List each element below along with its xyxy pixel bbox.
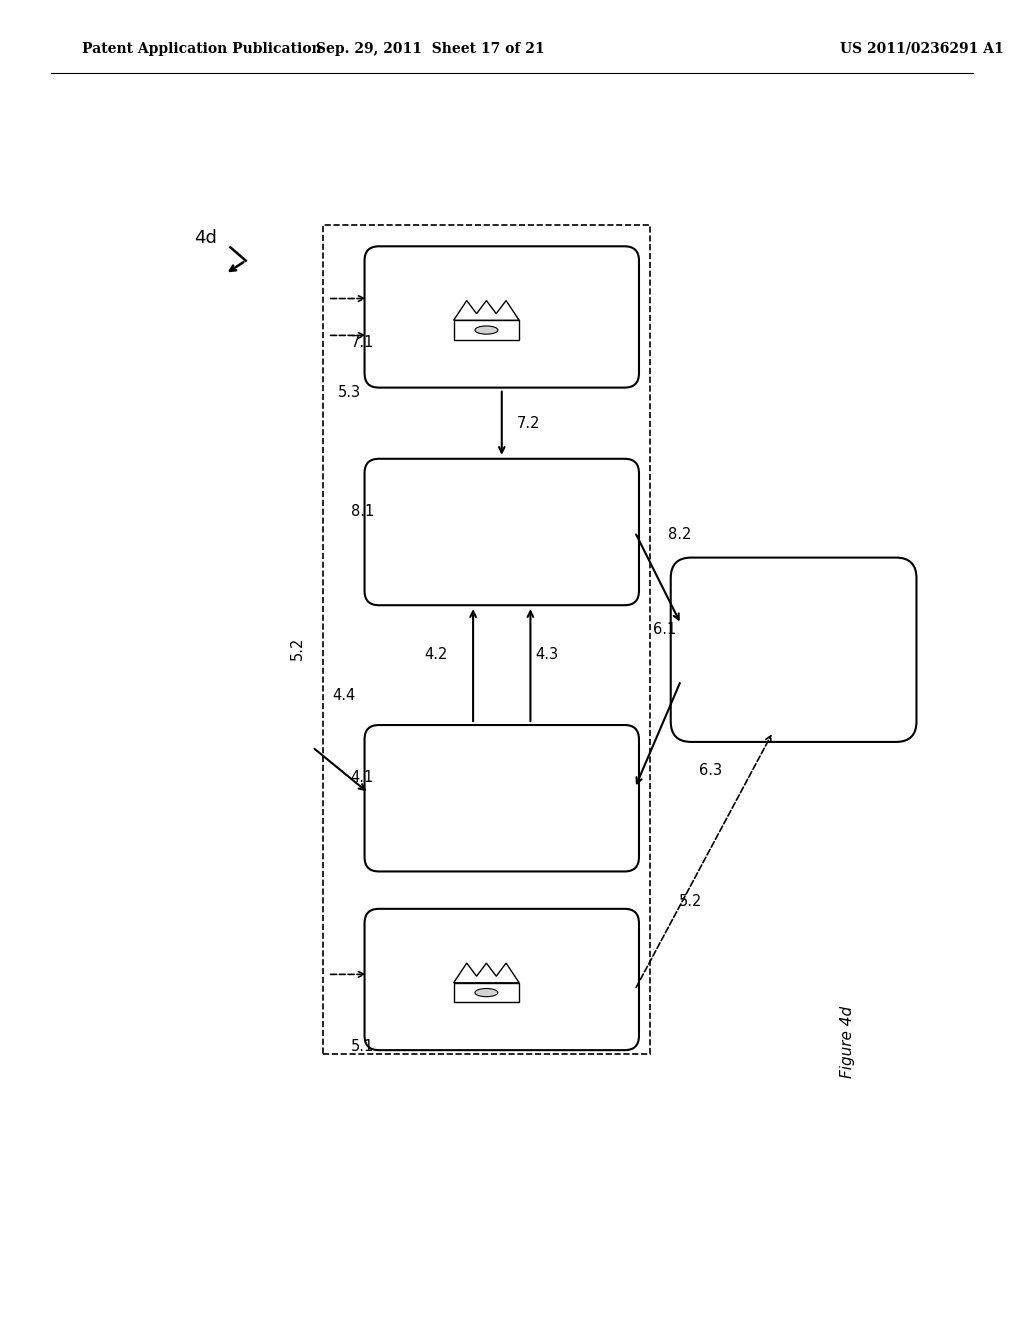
Ellipse shape bbox=[475, 989, 498, 997]
Text: 4.2: 4.2 bbox=[424, 647, 447, 663]
Text: US 2011/0236291 A1: US 2011/0236291 A1 bbox=[840, 42, 1004, 55]
Text: 8.1: 8.1 bbox=[350, 504, 374, 519]
FancyBboxPatch shape bbox=[365, 247, 639, 388]
FancyBboxPatch shape bbox=[671, 557, 916, 742]
Text: 7.1: 7.1 bbox=[350, 335, 374, 350]
Text: Patent Application Publication: Patent Application Publication bbox=[82, 42, 322, 55]
Text: 5.2: 5.2 bbox=[678, 894, 701, 909]
Text: Figure 4d: Figure 4d bbox=[840, 1006, 855, 1077]
Polygon shape bbox=[454, 301, 519, 321]
Text: 5.1: 5.1 bbox=[350, 1039, 374, 1053]
Ellipse shape bbox=[475, 326, 498, 334]
Text: 7.2: 7.2 bbox=[517, 416, 541, 430]
Polygon shape bbox=[454, 964, 519, 983]
Text: 4d: 4d bbox=[195, 230, 217, 247]
FancyBboxPatch shape bbox=[365, 459, 639, 605]
Text: 6.1: 6.1 bbox=[652, 622, 676, 636]
Text: 4.1: 4.1 bbox=[350, 771, 374, 785]
Text: 5.3: 5.3 bbox=[338, 385, 361, 400]
Text: 6.3: 6.3 bbox=[699, 763, 722, 777]
Text: 4.4: 4.4 bbox=[333, 688, 356, 704]
FancyBboxPatch shape bbox=[365, 909, 639, 1051]
Text: 5.2: 5.2 bbox=[290, 636, 304, 660]
Text: Sep. 29, 2011  Sheet 17 of 21: Sep. 29, 2011 Sheet 17 of 21 bbox=[315, 42, 545, 55]
FancyBboxPatch shape bbox=[454, 983, 519, 1002]
Text: 4.3: 4.3 bbox=[536, 647, 559, 663]
FancyBboxPatch shape bbox=[454, 321, 519, 339]
Text: 8.2: 8.2 bbox=[668, 527, 691, 543]
FancyBboxPatch shape bbox=[365, 725, 639, 871]
